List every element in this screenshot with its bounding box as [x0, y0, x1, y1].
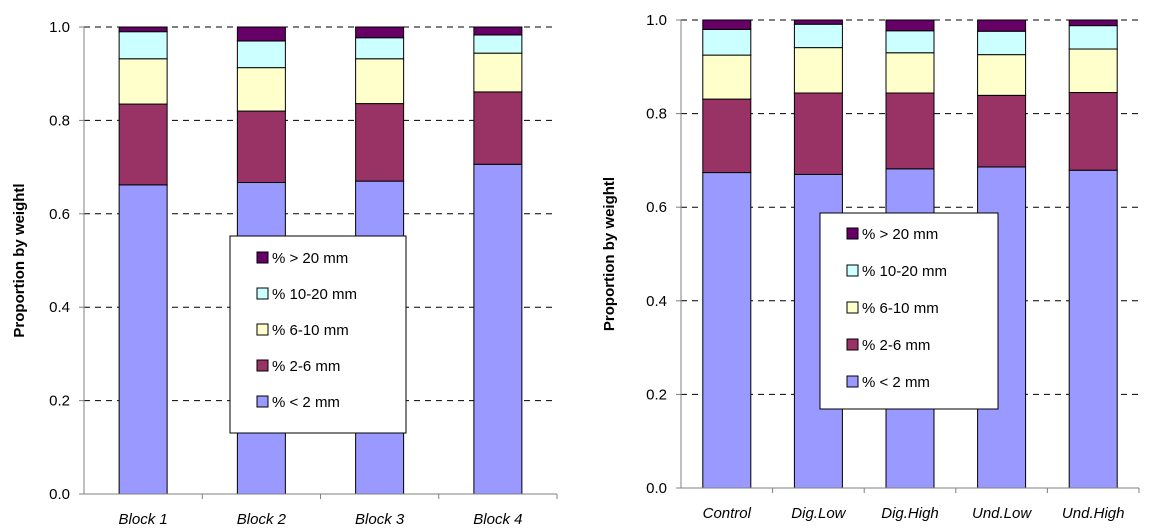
legend-swatch [846, 338, 859, 351]
legend-label: % < 2 mm [272, 394, 340, 411]
x-category-label: Block 2 [237, 511, 287, 528]
bar-segment [1068, 19, 1118, 27]
y-tick-label: 0.0 [646, 480, 667, 497]
bar-segment [236, 67, 286, 112]
bar-segment [1068, 92, 1118, 171]
bar-segment [118, 103, 168, 186]
y-tick-label: 0.0 [49, 486, 70, 503]
bar-segment [793, 92, 843, 175]
y-axis-title: Proportion by weightl [601, 177, 618, 331]
legend-label: % 2-6 mm [272, 358, 340, 375]
bar-segment [118, 26, 168, 33]
legend-swatch [846, 227, 859, 240]
bar-segment [473, 52, 523, 93]
bar-segment [473, 163, 523, 495]
y-tick-label: 1.0 [49, 19, 70, 36]
bar-segment [885, 19, 935, 32]
x-category-label: Dig.High [881, 505, 939, 522]
legend-swatch [256, 395, 269, 408]
bar-segment [885, 92, 935, 170]
bar-segment [1068, 169, 1118, 489]
legend-label: % > 20 mm [862, 226, 938, 243]
y-tick-label: 0.2 [646, 386, 667, 403]
bar-segment [355, 37, 405, 60]
x-category-label: Block 1 [119, 511, 168, 528]
bar-segment [793, 19, 843, 25]
y-tick-label: 1.0 [646, 12, 667, 29]
x-category-label: Control [703, 505, 752, 522]
bar-segment [236, 110, 286, 184]
bar-segment [702, 172, 752, 489]
x-category-label: Block 3 [355, 511, 405, 528]
legend-label: % 6-10 mm [272, 322, 349, 339]
bar-segment [977, 54, 1027, 96]
legend-swatch [256, 359, 269, 372]
y-tick-label: 0.8 [646, 106, 667, 123]
bar-segment [1068, 25, 1118, 50]
y-tick-label: 0.4 [646, 293, 667, 310]
bar-segment [236, 40, 286, 69]
legend-label: % > 20 mm [272, 250, 348, 267]
y-axis-title: Proportion by weightl [11, 183, 28, 337]
y-tick-label: 0.6 [49, 206, 70, 223]
bar-segment [473, 26, 523, 36]
bar-segment [793, 47, 843, 94]
y-tick-label: 0.4 [49, 299, 70, 316]
chart-right: 0.0 0.2 0.4 0.6 0.8 1.0 Control Dig.Low Dig.High… [601, 12, 1140, 522]
legend-swatch [256, 287, 269, 300]
bar-segment [702, 54, 752, 100]
bar-segment [473, 34, 523, 54]
legend-label: % 10-20 mm [272, 286, 357, 303]
legend-swatch [256, 251, 269, 264]
bar-segment [702, 98, 752, 174]
y-tick-label: 0.6 [646, 199, 667, 216]
bar-segment [977, 94, 1027, 168]
legend-label: % 10-20 mm [862, 263, 947, 280]
bar-segment [118, 31, 168, 60]
bar-segment [885, 52, 935, 94]
legend-swatch [256, 323, 269, 336]
bar-segment [236, 26, 286, 42]
x-category-label: Und.Low [972, 505, 1032, 522]
bar-segment [702, 28, 752, 56]
bar-segment [702, 19, 752, 30]
bar-segment [355, 103, 405, 182]
bar-segment [1068, 48, 1118, 94]
legend-swatch [846, 375, 859, 388]
legend-label: % < 2 mm [862, 374, 930, 391]
x-category-label: Und.High [1062, 505, 1125, 522]
chart-left: 0.0 0.2 0.4 0.6 0.8 1.0 Block 1 Block 2 Block 3 B… [11, 19, 558, 528]
legend-swatch [846, 264, 859, 277]
bar-segment [355, 26, 405, 39]
bar-segment [473, 91, 523, 165]
bar-segment [977, 30, 1027, 56]
bar-segment [118, 58, 168, 105]
bar-segment [355, 58, 405, 105]
bar-segment [977, 19, 1027, 32]
x-category-label: Dig.Low [791, 505, 846, 522]
bar-segment [118, 184, 168, 495]
legend-swatch [846, 301, 859, 314]
y-tick-label: 0.2 [49, 393, 70, 410]
bar-segment [793, 23, 843, 49]
legend-label: % 2-6 mm [862, 337, 930, 354]
legend-label: % 6-10 mm [862, 300, 939, 317]
y-tick-label: 0.8 [49, 112, 70, 129]
x-category-label: Block 4 [473, 511, 522, 528]
bar-segment [885, 30, 935, 54]
